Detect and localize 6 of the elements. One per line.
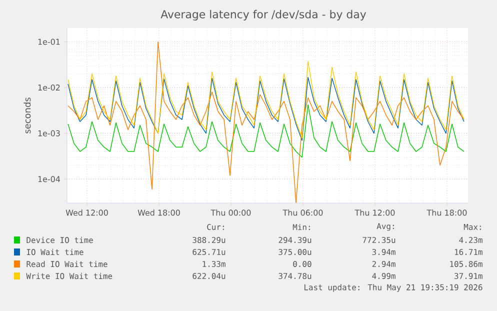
- line-series: [68, 61, 464, 138]
- y-axis-title: seconds: [24, 98, 31, 134]
- chart-title: Average latency for /dev/sda - by day: [160, 10, 366, 21]
- line-series: [68, 104, 464, 158]
- line-series: [68, 41, 464, 203]
- line-series: [68, 76, 464, 141]
